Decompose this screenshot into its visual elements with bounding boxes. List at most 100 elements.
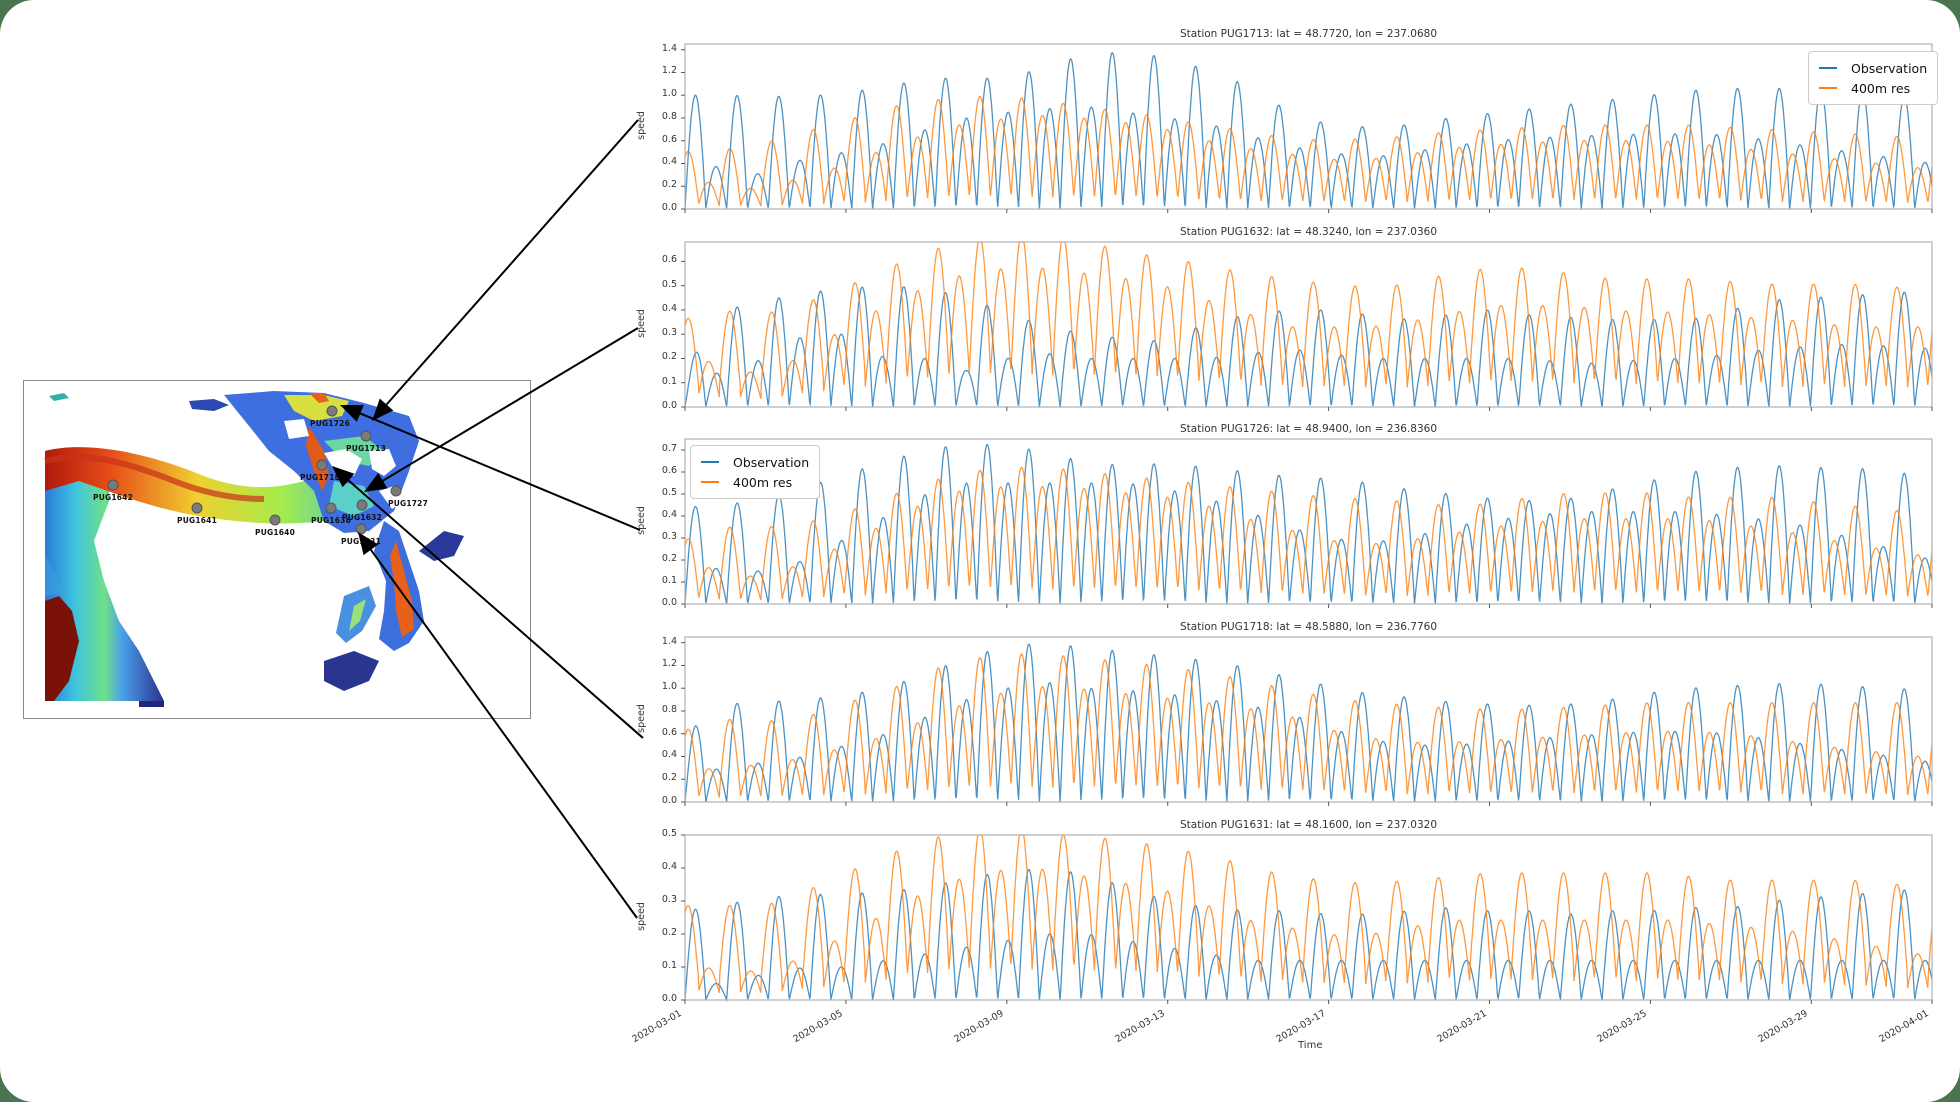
- legend-swatch-icon: [1819, 66, 1837, 70]
- y-tick-label: 0.6: [661, 254, 677, 266]
- y-tick-label: 0.4: [661, 509, 677, 520]
- y-tick-label: 0.1: [661, 575, 677, 586]
- station-marker: [316, 459, 328, 471]
- y-axis-label: speed: [635, 901, 647, 931]
- y-axis-label: speed: [635, 110, 647, 140]
- observation-series-line: [684, 52, 1933, 210]
- axes-frame: [684, 834, 1933, 1001]
- y-tick-label: 0.2: [661, 772, 677, 784]
- station-label: PUG1727: [388, 499, 429, 508]
- x-tick-label: 2020-04-01: [1877, 1008, 1931, 1046]
- y-tick-label: 0.3: [661, 894, 677, 905]
- x-tick-label: 2020-03-01: [630, 1008, 684, 1046]
- y-tick-label: 0.3: [661, 327, 677, 339]
- legend-label: Observation: [1851, 60, 1928, 76]
- axes-frame: [684, 438, 1933, 605]
- station-marker: [390, 485, 402, 497]
- axes-frame: [684, 636, 1933, 803]
- bathymetry-map-graphic: [44, 391, 464, 707]
- y-tick-label: 0.6: [661, 465, 677, 476]
- y-tick-label: 0.1: [661, 375, 677, 387]
- model-400m-series-line: [684, 834, 1933, 993]
- chart-title: Station PUG1713: lat = 48.7720, lon = 23…: [1179, 28, 1438, 40]
- y-axis-label: speed: [635, 308, 647, 338]
- station-label: PUG1718: [300, 473, 341, 482]
- model-400m-series-line: [684, 95, 1933, 207]
- legend-item: 400m res: [1819, 78, 1927, 98]
- x-tick-label: 2020-03-05: [791, 1008, 845, 1046]
- observation-series-line: [684, 868, 1933, 1003]
- station-marker: [107, 479, 119, 491]
- y-tick-label: 0.6: [661, 133, 677, 145]
- y-tick-label: 0.0: [661, 795, 677, 806]
- axes-frame: [684, 241, 1933, 408]
- legend-swatch-icon: [701, 460, 719, 464]
- x-tick-label: 2020-03-21: [1434, 1008, 1489, 1046]
- legend-item: Observation: [701, 452, 809, 472]
- y-tick-label: 0.4: [661, 861, 677, 872]
- y-axis-label: speed: [635, 703, 647, 733]
- axes-frame: [684, 43, 1933, 210]
- y-tick-label: 0.4: [661, 156, 677, 168]
- station-label: PUG1726: [310, 419, 351, 428]
- x-tick-label: 2020-03-09: [952, 1008, 1006, 1046]
- y-tick-label: 0.2: [661, 351, 677, 363]
- chart-title: Station PUG1726: lat = 48.9400, lon = 23…: [1179, 423, 1438, 435]
- station-label: PUG1713: [346, 444, 387, 453]
- model-400m-series-line: [684, 653, 1933, 798]
- chart-legend: Observation 400m res: [1808, 51, 1939, 105]
- y-tick-label: 0.7: [661, 443, 677, 454]
- y-tick-label: 0.5: [661, 828, 677, 839]
- y-tick-label: 1.4: [661, 42, 677, 54]
- x-axis-label: Time: [1298, 1040, 1323, 1051]
- y-tick-label: 0.4: [661, 302, 677, 314]
- legend-swatch-icon: [1819, 86, 1837, 90]
- chart-title: Station PUG1631: lat = 48.1600, lon = 23…: [1179, 819, 1438, 831]
- legend-swatch-icon: [701, 480, 719, 484]
- station-marker: [355, 523, 367, 535]
- x-tick-label: 2020-03-25: [1595, 1008, 1650, 1046]
- x-tick-label: 2020-03-29: [1756, 1008, 1811, 1046]
- legend-item: Observation: [1819, 58, 1927, 78]
- y-tick-label: 0.2: [661, 179, 677, 191]
- y-tick-label: 0.2: [661, 927, 677, 938]
- observation-series-line: [684, 443, 1933, 605]
- legend-label: Observation: [733, 454, 810, 470]
- chart-title: Station PUG1718: lat = 48.5880, lon = 23…: [1179, 621, 1438, 633]
- y-tick-label: 1.2: [661, 658, 677, 670]
- x-tick-label: 2020-03-13: [1113, 1008, 1167, 1046]
- y-tick-label: 0.0: [661, 400, 677, 411]
- y-tick-label: 0.6: [661, 726, 677, 738]
- bathymetry-map: PUG1642 PUG1641 PUG1640 PUG1636 PUG1632 PUG17…: [23, 380, 531, 719]
- chart-title: Station PUG1632: lat = 48.3240, lon = 23…: [1179, 226, 1438, 238]
- y-tick-label: 1.0: [661, 681, 677, 693]
- y-tick-label: 1.2: [661, 65, 677, 77]
- station-marker: [360, 430, 372, 442]
- model-400m-series-line: [684, 466, 1933, 601]
- station-marker: [325, 502, 337, 514]
- station-marker: [269, 514, 281, 526]
- station-label: PUG1640: [255, 528, 296, 537]
- model-400m-series-line: [684, 241, 1933, 399]
- y-tick-label: 0.0: [661, 202, 677, 213]
- y-tick-label: 0.8: [661, 703, 677, 715]
- legend-label: 400m res: [1851, 80, 1911, 96]
- y-tick-label: 0.5: [661, 487, 677, 498]
- y-tick-label: 0.5: [661, 278, 677, 290]
- station-marker: [191, 502, 203, 514]
- station-label: PUG1641: [177, 516, 218, 525]
- chart-legend: Observation 400m res: [690, 445, 821, 499]
- y-tick-label: 0.2: [661, 553, 677, 564]
- y-tick-label: 0.1: [661, 960, 677, 971]
- y-tick-label: 1.4: [661, 635, 677, 647]
- station-label: PUG1632: [342, 513, 383, 522]
- pointer-arrow-line: [385, 119, 639, 406]
- y-tick-label: 0.8: [661, 110, 677, 122]
- y-tick-label: 0.4: [661, 749, 677, 761]
- station-label: PUG1636: [311, 516, 352, 525]
- y-tick-label: 0.0: [661, 993, 677, 1004]
- station-label: PUG1642: [93, 493, 134, 502]
- observation-series-line: [684, 286, 1933, 408]
- y-axis-label: speed: [635, 505, 647, 535]
